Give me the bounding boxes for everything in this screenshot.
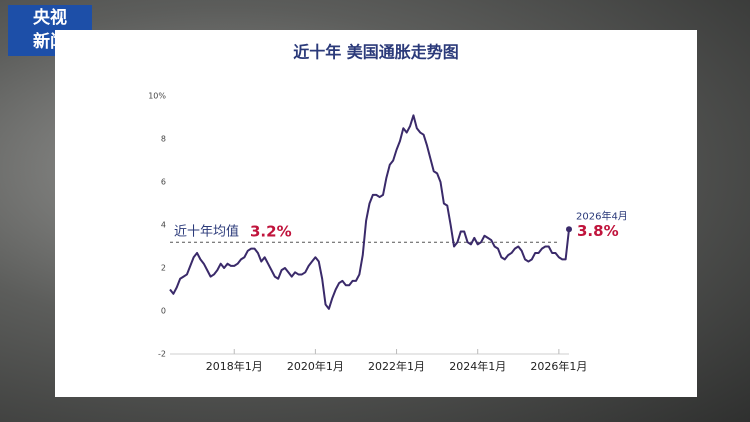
x-tick-label: 2022年1月 bbox=[368, 359, 425, 373]
x-tick-label: 2024年1月 bbox=[449, 359, 506, 373]
y-tick-label: 2 bbox=[161, 264, 166, 273]
end-value: 3.8% bbox=[577, 222, 619, 240]
logo-text: 央视 bbox=[33, 7, 67, 28]
x-tick-label: 2020年1月 bbox=[287, 359, 344, 373]
average-value: 3.2% bbox=[250, 223, 292, 241]
panel bbox=[55, 30, 697, 397]
y-tick-label: 4 bbox=[161, 221, 166, 230]
x-tick-label: 2026年1月 bbox=[530, 359, 587, 373]
chart-title: 近十年 美国通胀走势图 bbox=[293, 43, 459, 62]
x-tick-label: 2018年1月 bbox=[206, 359, 263, 373]
y-tick-label: 6 bbox=[161, 178, 166, 187]
y-tick-label: 10% bbox=[148, 92, 166, 101]
end-point bbox=[566, 226, 572, 233]
y-tick-label: -2 bbox=[158, 350, 166, 359]
end-date: 2026年4月 bbox=[576, 209, 628, 222]
average-label: 近十年均值 bbox=[174, 224, 239, 240]
y-tick-label: 0 bbox=[161, 307, 166, 316]
y-tick-label: 8 bbox=[161, 135, 166, 144]
series-line bbox=[169, 114, 570, 310]
